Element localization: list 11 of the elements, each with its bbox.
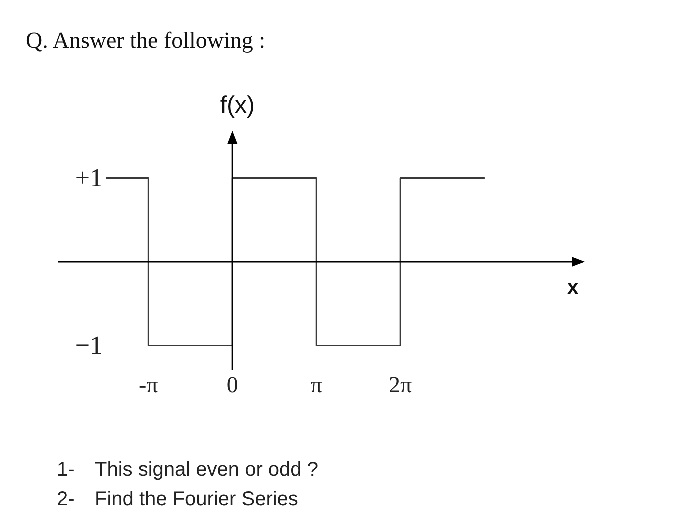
x-tick-label: -π <box>139 372 159 398</box>
x-axis-title: x <box>567 276 579 299</box>
y-tick-label: −1 <box>75 331 103 360</box>
chart-title: Q. Answer the following : <box>26 28 266 53</box>
text: 1- This signal even or odd ? <box>57 459 318 481</box>
y-tick-label: +1 <box>75 164 103 193</box>
text: 2- Find the Fourier Series <box>57 488 298 510</box>
x-tick-label: 0 <box>226 372 238 398</box>
x-tick-label: π <box>310 372 323 398</box>
y-axis-title: f(x) <box>220 92 255 119</box>
x-tick-label: 2π <box>389 372 413 398</box>
